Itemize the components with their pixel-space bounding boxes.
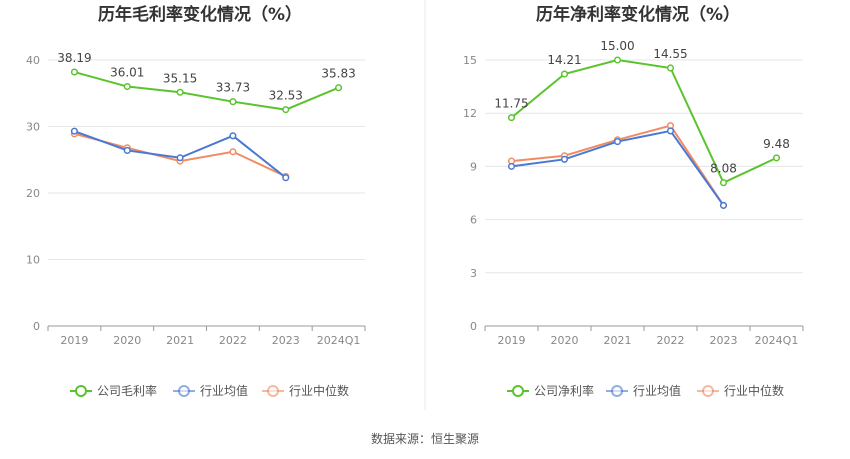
legend-item-industry_median[interactable]: 行业中位数 [697,383,784,398]
y-tick-label: 3 [470,267,477,280]
x-tick-label: 2024Q1 [755,334,799,347]
legend-item-industry_avg[interactable]: 行业均值 [606,383,681,398]
x-tick-label: 2019 [60,334,88,347]
data-point-company [229,98,237,106]
data-point-industry_avg [123,146,131,154]
y-tick-label: 12 [463,107,477,120]
x-tick-label: 2024Q1 [317,334,361,347]
x-tick-label: 2019 [498,334,526,347]
data-point-industry_avg [176,154,184,162]
chart-panel-2: 历年净利率变化情况（%） 0 3 6 9 12 15 2019 2020 2021 2022 2023… [463,4,804,398]
y-tick-label: 10 [26,254,40,267]
data-label: 9.48 [763,137,790,151]
data-point-company [507,114,516,122]
series-line-company [510,58,777,185]
y-tick-label: 0 [470,320,477,333]
data-point-company [176,88,184,96]
chart-title: 历年净利率变化情况（%） [536,4,740,25]
data-label: 33.73 [216,81,250,95]
data-point-company [666,64,675,72]
data-point-industry_avg [70,127,78,135]
x-tick-label: 2021 [166,334,194,347]
data-label: 14.55 [653,47,687,61]
data-point-industry_avg [666,127,675,135]
legend-label: 公司毛利率 [97,383,157,398]
chart-panel-1: 历年毛利率变化情况（%） 0 10 20 30 40 2019 2020 2021 2022 202… [26,4,366,398]
data-point-industry_avg [719,201,728,209]
x-tick-label: 2023 [710,334,738,347]
legend-item-industry_median[interactable]: 行业中位数 [262,383,349,398]
legend-label: 行业中位数 [289,383,349,398]
data-label: 14.21 [547,53,581,67]
data-label: 38.19 [57,51,91,65]
legend-label: 行业中位数 [724,383,784,398]
series-line-company [74,71,339,111]
data-point-industry_avg [613,138,622,146]
source-text: 数据来源：恒生聚源 [371,431,479,446]
data-point-industry_avg [282,174,290,182]
data-point-industry_avg [507,162,516,170]
data-point-industry_median [229,148,237,156]
y-tick-label: 9 [470,160,477,173]
data-point-industry_avg [560,155,569,163]
y-tick-label: 40 [26,54,40,67]
legend-marker-icon [702,385,714,397]
data-point-company [613,56,622,64]
legend-marker-icon [178,385,190,397]
data-label: 32.53 [269,89,303,103]
data-point-company [719,179,728,187]
data-point-company [772,154,781,162]
legend-marker-icon [75,385,87,397]
y-tick-label: 0 [33,320,40,333]
x-tick-label: 2021 [604,334,632,347]
y-tick-label: 20 [26,187,40,200]
y-tick-label: 30 [26,121,40,134]
data-point-company [282,106,290,114]
data-point-industry_avg [229,132,237,140]
data-label: 11.75 [494,97,528,111]
x-tick-label: 2023 [272,334,300,347]
data-label: 36.01 [110,66,144,80]
x-tick-label: 2020 [113,334,141,347]
legend-item-company[interactable]: 公司净利率 [507,383,594,398]
data-point-company [560,70,569,78]
x-tick-label: 2020 [551,334,579,347]
legend-label: 行业均值 [633,383,681,398]
data-point-company [123,82,131,91]
data-label: 35.15 [163,71,197,85]
x-tick-label: 2022 [657,334,685,347]
legend-label: 行业均值 [200,383,248,398]
x-tick-label: 2022 [219,334,247,347]
y-tick-label: 15 [463,54,477,67]
data-label: 8.08 [710,162,737,176]
legend-item-industry_avg[interactable]: 行业均值 [173,383,248,398]
legend-item-company[interactable]: 公司毛利率 [70,383,157,398]
legend-marker-icon [512,385,524,397]
legend-label: 公司净利率 [534,383,594,398]
data-point-company [70,68,78,76]
legend-marker-icon [267,385,279,397]
chart-title: 历年毛利率变化情况（%） [98,4,302,25]
data-label: 35.83 [321,67,355,81]
y-tick-label: 6 [470,214,477,227]
data-point-company [335,84,343,92]
data-label: 15.00 [600,39,634,53]
legend-marker-icon [611,385,623,397]
